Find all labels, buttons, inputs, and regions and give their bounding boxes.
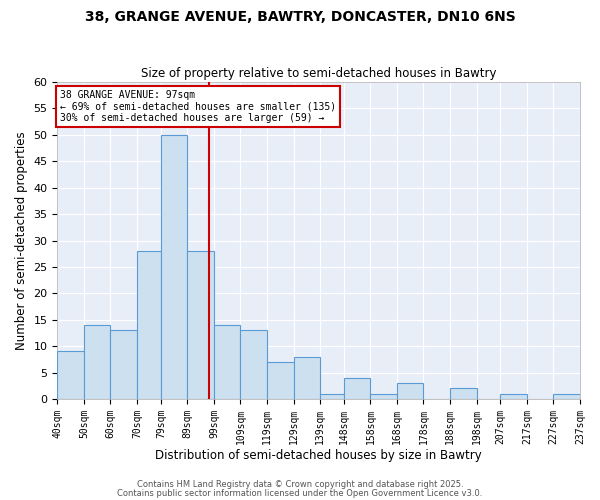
Title: Size of property relative to semi-detached houses in Bawtry: Size of property relative to semi-detach… bbox=[141, 66, 496, 80]
Bar bbox=[553, 394, 580, 399]
Y-axis label: Number of semi-detached properties: Number of semi-detached properties bbox=[15, 131, 28, 350]
Bar bbox=[161, 135, 187, 399]
Bar bbox=[500, 394, 527, 399]
Bar bbox=[58, 352, 84, 399]
Text: 38 GRANGE AVENUE: 97sqm
← 69% of semi-detached houses are smaller (135)
30% of s: 38 GRANGE AVENUE: 97sqm ← 69% of semi-de… bbox=[60, 90, 336, 123]
Bar bbox=[84, 325, 110, 399]
Bar bbox=[214, 325, 241, 399]
Bar bbox=[137, 251, 161, 399]
Text: Contains public sector information licensed under the Open Government Licence v3: Contains public sector information licen… bbox=[118, 488, 482, 498]
Bar bbox=[241, 330, 267, 399]
Bar bbox=[344, 378, 370, 399]
Bar bbox=[370, 394, 397, 399]
Bar bbox=[110, 330, 137, 399]
Bar bbox=[397, 383, 424, 399]
Bar bbox=[320, 394, 344, 399]
Text: Contains HM Land Registry data © Crown copyright and database right 2025.: Contains HM Land Registry data © Crown c… bbox=[137, 480, 463, 489]
Text: 38, GRANGE AVENUE, BAWTRY, DONCASTER, DN10 6NS: 38, GRANGE AVENUE, BAWTRY, DONCASTER, DN… bbox=[85, 10, 515, 24]
Bar bbox=[293, 356, 320, 399]
Bar bbox=[187, 251, 214, 399]
Bar bbox=[267, 362, 293, 399]
Bar bbox=[450, 388, 476, 399]
X-axis label: Distribution of semi-detached houses by size in Bawtry: Distribution of semi-detached houses by … bbox=[155, 450, 482, 462]
